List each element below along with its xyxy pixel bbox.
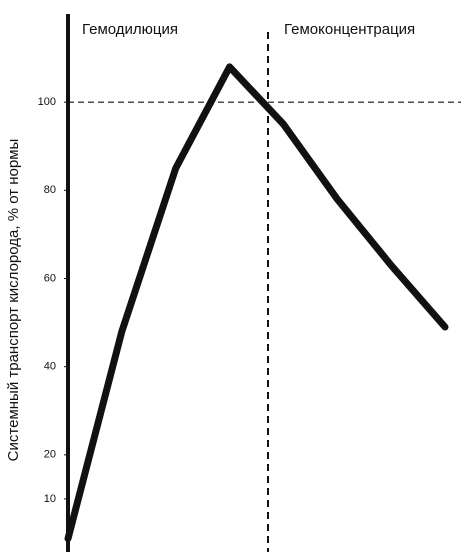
y-tick-label: 20	[44, 449, 56, 461]
annotation: Гемодилюция	[82, 21, 178, 38]
y-axis-label: Системный транспорт кислорода, % от норм…	[5, 139, 22, 462]
y-tick-label: 10	[44, 493, 56, 505]
y-tick-label: 60	[44, 272, 56, 284]
annotation: Гемоконцентрация	[284, 21, 415, 38]
y-tick-label: 100	[38, 96, 56, 108]
y-tick-label: 40	[44, 361, 56, 373]
line	[64, 63, 449, 543]
y-tick-label: 80	[44, 184, 56, 196]
